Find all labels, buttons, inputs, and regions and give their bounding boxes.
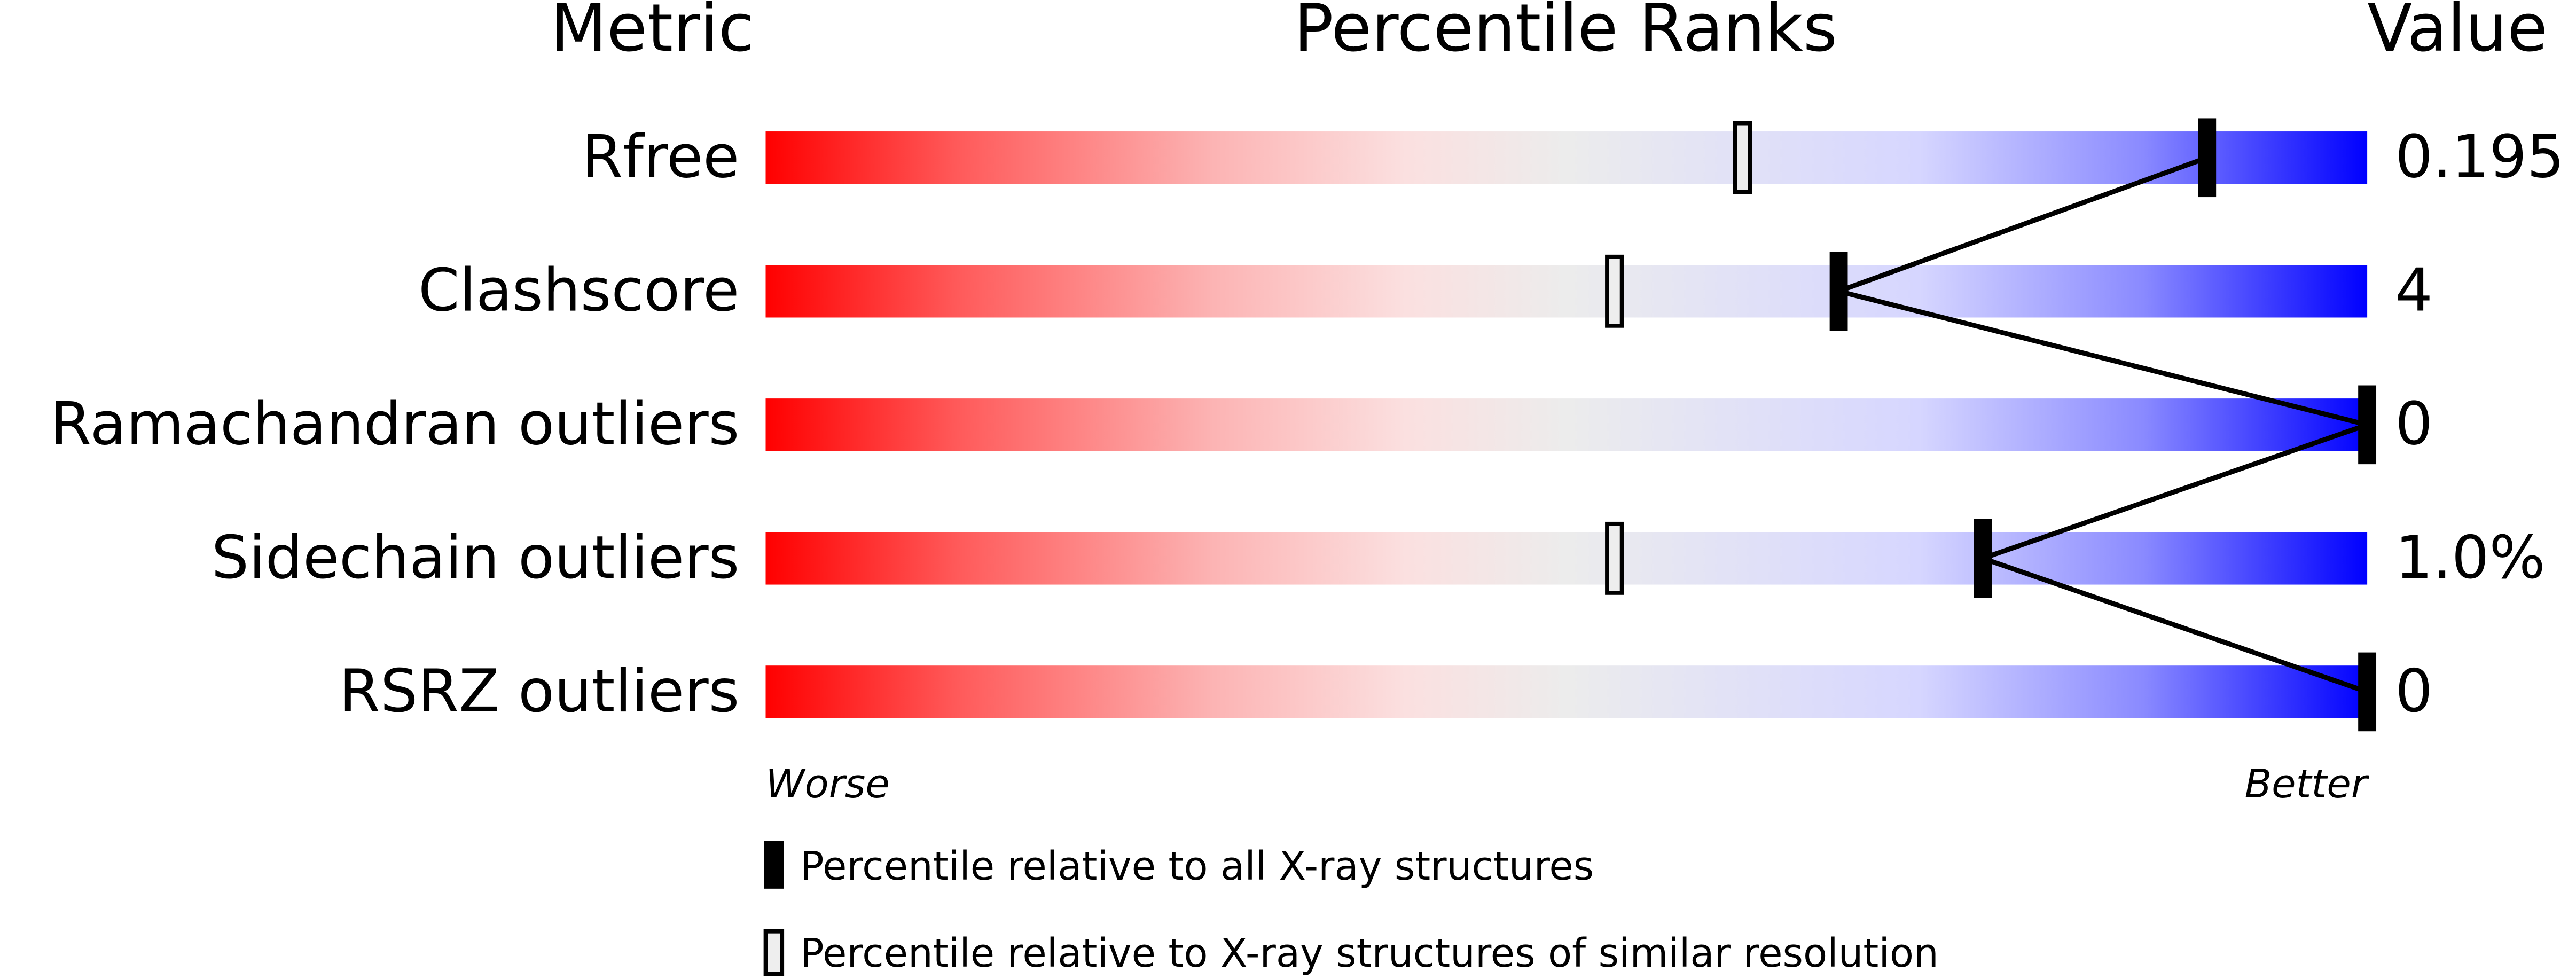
column-header: Value xyxy=(2367,0,2548,67)
legend-swatch xyxy=(763,929,785,976)
similar-resolution-marker xyxy=(1605,521,1624,595)
metric-value: 0 xyxy=(2395,390,2432,459)
metric-label: Ramachandran outliers xyxy=(50,390,739,459)
similar-resolution-marker xyxy=(1733,121,1752,194)
metric-label: RSRZ outliers xyxy=(339,657,739,726)
gradient-bar xyxy=(765,532,2368,585)
gradient-bar xyxy=(765,665,2368,718)
legend-label: Percentile relative to all X-ray structu… xyxy=(800,843,1594,889)
x-end-label: Better xyxy=(2244,761,2369,807)
percentile-marker xyxy=(2358,652,2377,732)
column-header: Metric xyxy=(550,0,754,67)
percentile-marker xyxy=(2198,118,2217,198)
x-start-label: Worse xyxy=(765,761,889,807)
column-header: Percentile Ranks xyxy=(1294,0,1837,67)
legend-label: Percentile relative to X-ray structures … xyxy=(800,930,1939,976)
legend-swatch xyxy=(764,841,784,889)
percentile-marker xyxy=(2358,385,2377,465)
metric-label: Rfree xyxy=(582,123,739,192)
metric-value: 0.195 xyxy=(2395,123,2564,192)
percentile-marker xyxy=(1829,252,1848,331)
similar-resolution-marker xyxy=(1605,254,1624,328)
metric-value: 4 xyxy=(2395,256,2432,325)
metric-label: Sidechain outliers xyxy=(212,523,740,592)
gradient-bar xyxy=(765,398,2368,451)
metric-value: 0 xyxy=(2395,657,2432,726)
metric-value: 1.0% xyxy=(2395,523,2545,592)
metric-label: Clashscore xyxy=(418,256,739,325)
gradient-bar xyxy=(765,265,2368,318)
percentile-marker xyxy=(1974,519,1992,598)
gradient-bar xyxy=(765,131,2368,184)
